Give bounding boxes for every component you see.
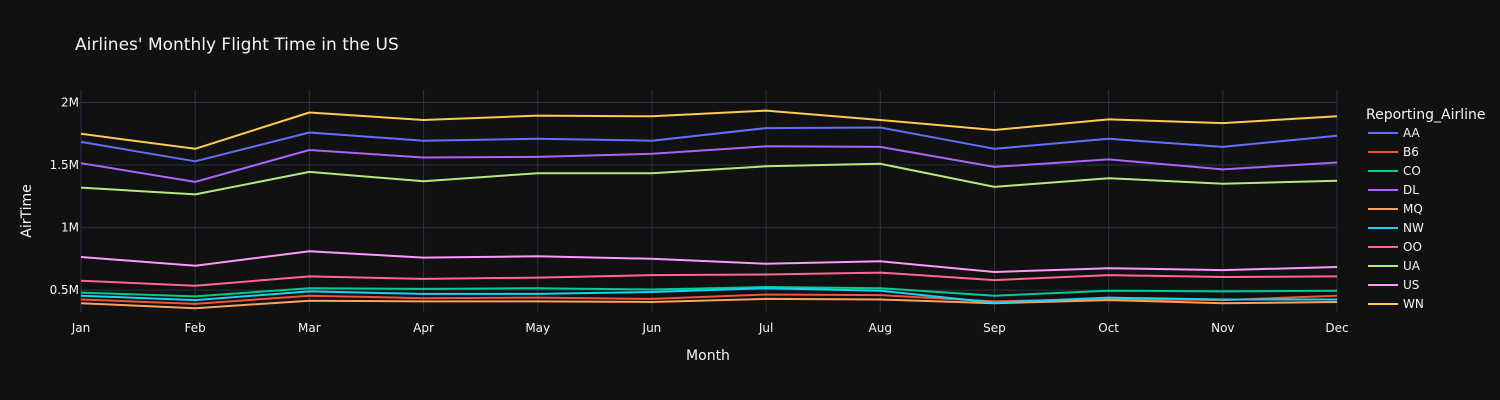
x-tick-label: Sep (983, 321, 1006, 335)
legend-label: MQ (1403, 202, 1423, 216)
legend-item-co[interactable]: CO (1368, 164, 1421, 178)
y-axis-ticks: 0.5M 1M 1.5M 2M (50, 96, 79, 298)
series-line-dl[interactable] (81, 146, 1337, 182)
x-tick-label: May (525, 321, 550, 335)
legend-label: WN (1403, 297, 1424, 311)
x-tick-label: Jul (758, 321, 773, 335)
legend-item-mq[interactable]: MQ (1368, 202, 1423, 216)
legend-label: DL (1403, 183, 1419, 197)
legend-item-nw[interactable]: NW (1368, 221, 1424, 235)
y-tick-label: 2M (61, 96, 79, 110)
series-line-aa[interactable] (81, 128, 1337, 162)
legend[interactable]: Reporting_Airline AA B6 CO DL MQ NW OO UA US WN (1366, 107, 1486, 311)
x-tick-label: Jan (71, 321, 91, 335)
legend-item-ua[interactable]: UA (1368, 259, 1421, 273)
chart-title: Airlines' Monthly Flight Time in the US (75, 35, 399, 55)
legend-item-oo[interactable]: OO (1368, 240, 1422, 254)
legend-item-wn[interactable]: WN (1368, 297, 1424, 311)
legend-title: Reporting_Airline (1366, 107, 1486, 123)
legend-label: NW (1403, 221, 1424, 235)
legend-label: US (1403, 278, 1419, 292)
y-tick-label: 1.5M (50, 158, 79, 172)
x-tick-label: Jun (642, 321, 662, 335)
series-line-oo[interactable] (81, 273, 1337, 286)
x-tick-label: Nov (1211, 321, 1234, 335)
legend-item-us[interactable]: US (1368, 278, 1419, 292)
legend-item-dl[interactable]: DL (1368, 183, 1419, 197)
legend-label: CO (1403, 164, 1421, 178)
y-tick-label: 1M (61, 221, 79, 235)
legend-item-b6[interactable]: B6 (1368, 145, 1419, 159)
legend-label: UA (1403, 259, 1421, 273)
x-tick-label: Apr (413, 321, 434, 335)
legend-label: OO (1403, 240, 1422, 254)
x-axis-ticks: Jan Feb Mar Apr May Jun Jul Aug Sep Oct Nov Dec (71, 321, 1349, 335)
legend-item-aa[interactable]: AA (1368, 126, 1421, 140)
x-axis-title: Month (686, 348, 730, 364)
y-tick-label: 0.5M (50, 283, 79, 297)
series-line-ua[interactable] (81, 164, 1337, 195)
series-line-mq[interactable] (81, 299, 1337, 308)
legend-label: B6 (1403, 145, 1419, 159)
x-tick-label: Mar (298, 321, 321, 335)
x-tick-label: Aug (869, 321, 892, 335)
legend-label: AA (1403, 126, 1421, 140)
series-layer (81, 111, 1337, 309)
x-tick-label: Dec (1325, 321, 1348, 335)
series-line-us[interactable] (81, 251, 1337, 272)
x-tick-label: Feb (185, 321, 206, 335)
y-axis-title: AirTime (19, 184, 35, 237)
x-tick-label: Oct (1098, 321, 1119, 335)
